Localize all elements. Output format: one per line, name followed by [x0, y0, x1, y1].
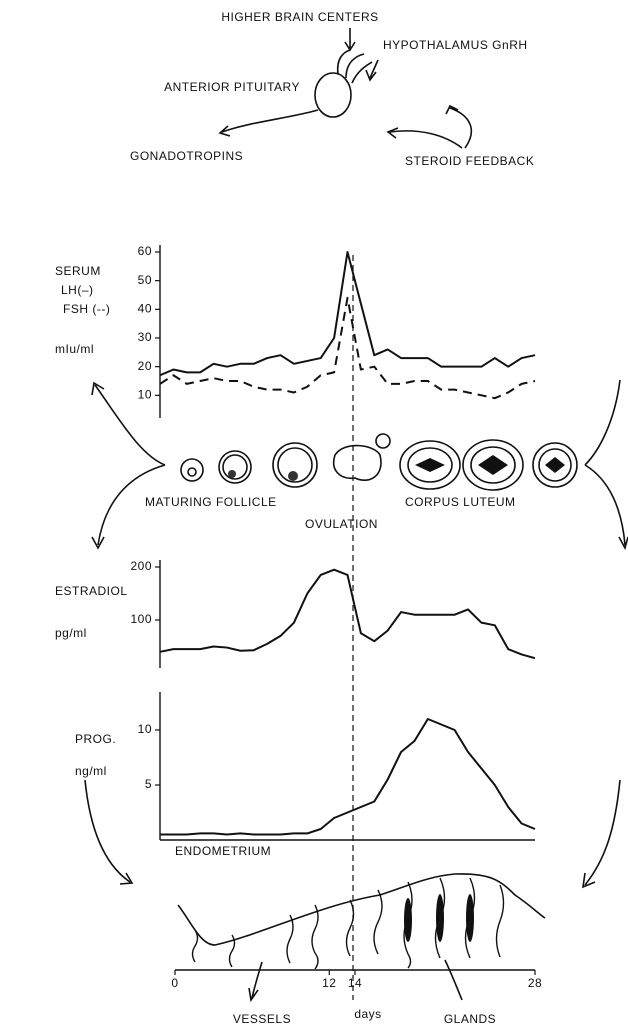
y-tick-label: 10: [138, 722, 152, 736]
y-label: SERUM: [55, 264, 101, 278]
series-line: [160, 570, 535, 659]
y-tick-label: 100: [130, 612, 152, 626]
y-label: ESTRADIOL: [55, 584, 128, 598]
y-tick-label: 50: [138, 273, 152, 287]
series-line: [160, 719, 535, 835]
x-label: days: [354, 1007, 381, 1021]
x-tick-label: 0: [171, 976, 178, 990]
x-tick-label: 14: [348, 976, 362, 990]
annotation: VESSELS: [233, 1012, 291, 1026]
label: CORPUS LUTEUM: [405, 495, 516, 509]
label: ANTERIOR PITUITARY: [164, 80, 300, 94]
y-unit: pg/ml: [55, 626, 87, 640]
label: MATURING FOLLICLE: [145, 495, 277, 509]
label: GONADOTROPINS: [130, 149, 243, 163]
figure: HIGHER BRAIN CENTERS HYPOTHALAMUS GnRH A…: [0, 0, 628, 1032]
legend-label: LH(–): [61, 283, 94, 297]
x-tick-label: 28: [528, 976, 542, 990]
y-tick-label: 40: [138, 302, 152, 316]
title: ENDOMETRIUM: [175, 844, 271, 858]
y-tick-label: 30: [138, 330, 152, 344]
label: HYPOTHALAMUS GnRH: [383, 38, 528, 52]
x-tick-label: 12: [322, 976, 336, 990]
y-tick-label: 10: [138, 388, 152, 402]
y-tick-label: 5: [145, 777, 152, 791]
y-tick-label: 20: [138, 359, 152, 373]
label: HIGHER BRAIN CENTERS: [221, 10, 378, 24]
y-unit: ng/ml: [75, 764, 107, 778]
label: OVULATION: [305, 517, 378, 531]
y-tick-label: 200: [130, 559, 152, 573]
series-line: [160, 298, 535, 398]
label: STEROID FEEDBACK: [405, 154, 534, 168]
annotation: GLANDS: [444, 1012, 496, 1026]
follicles-drawing: [85, 380, 628, 887]
legend-label: FSH (--): [63, 302, 110, 316]
y-tick-label: 60: [138, 244, 152, 258]
series-line: [160, 252, 535, 375]
y-unit: mIu/ml: [55, 342, 94, 356]
y-label: PROG.: [75, 732, 116, 746]
